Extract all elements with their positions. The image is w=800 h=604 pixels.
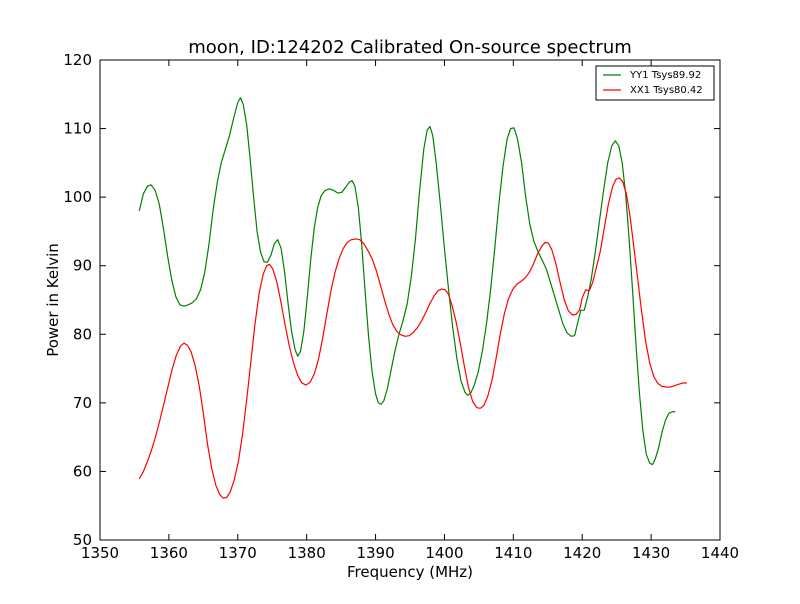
y-tick-label: 110	[63, 120, 92, 138]
series-line-yy1	[138, 97, 676, 466]
y-tick-label: 120	[63, 51, 92, 69]
legend-label-xx1: XX1 Tsys80.42	[630, 85, 703, 96]
legend-entry-xx1: XX1 Tsys80.42	[603, 85, 703, 96]
plot-axes	[99, 59, 721, 541]
x-tick-label: 1350	[81, 544, 119, 562]
x-tick-label: 1370	[219, 544, 257, 562]
x-tick-label: 1440	[701, 544, 739, 562]
y-axis-ticks: 50 60 70 80 90 100 110 120	[63, 51, 720, 549]
y-tick-label: 70	[73, 394, 92, 412]
x-tick-label: 1430	[632, 544, 670, 562]
y-tick-label: 50	[73, 531, 92, 549]
y-axis-label: Power in Kelvin	[44, 243, 62, 357]
x-axis-label: Frequency (MHz)	[347, 563, 473, 581]
x-tick-label: 1410	[494, 544, 532, 562]
series-lines	[138, 97, 687, 499]
y-tick-label: 60	[73, 462, 92, 480]
x-axis-ticks: 1350 1360 1370 1380 1390 1400 1410 1420 1430 1440	[81, 60, 739, 562]
x-tick-label: 1420	[563, 544, 601, 562]
legend-entry-yy1: YY1 Tsys89.92	[603, 70, 701, 81]
y-tick-label: 100	[63, 188, 92, 206]
plot-frame	[99, 59, 721, 541]
y-tick-label: 90	[73, 257, 92, 275]
legend-box	[595, 65, 715, 101]
x-tick-label: 1400	[425, 544, 463, 562]
chart-title: moon, ID:124202 Calibrated On-source spe…	[188, 37, 632, 58]
x-tick-label: 1360	[150, 544, 188, 562]
legend-label-yy1: YY1 Tsys89.92	[629, 70, 701, 81]
x-tick-label: 1390	[356, 544, 394, 562]
legend: YY1 Tsys89.92 XX1 Tsys80.42	[595, 65, 715, 101]
x-tick-label: 1380	[288, 544, 326, 562]
y-tick-label: 80	[73, 325, 92, 343]
series-line-xx1	[138, 177, 687, 499]
